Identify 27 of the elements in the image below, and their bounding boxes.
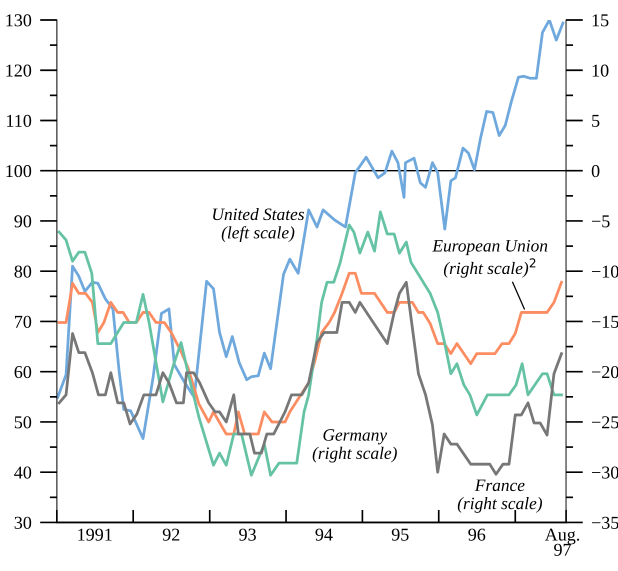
y-tick-label: 70 bbox=[14, 316, 32, 328]
y2-tick-label: 5 bbox=[592, 114, 600, 127]
x-tick-label: 95 bbox=[392, 528, 409, 541]
y-tick-label: 30 bbox=[14, 516, 32, 529]
y2-tick-label: 15 bbox=[592, 14, 608, 26]
y-tick-label: 60 bbox=[14, 366, 32, 378]
y2-tick-label: −5 bbox=[592, 215, 610, 228]
y-tick-label: 100 bbox=[6, 164, 32, 178]
y-tick-label: 120 bbox=[6, 64, 32, 77]
series-label: France (right scale) bbox=[458, 480, 542, 513]
series-label: Germany (right scale) bbox=[312, 429, 397, 463]
y2-tick-label: 0 bbox=[592, 164, 600, 178]
y-tick-label: 110 bbox=[7, 114, 32, 127]
x-tick-label: 96 bbox=[468, 528, 486, 541]
x-tick-label: Aug. 97 bbox=[544, 528, 580, 556]
series-label: United States (left scale) bbox=[213, 208, 304, 242]
y-tick-label: 50 bbox=[14, 416, 32, 428]
series-label: European Union (right scale)$^{2}$ bbox=[432, 240, 548, 278]
x-tick-label: 94 bbox=[315, 528, 333, 541]
x-tick-label: 1991 bbox=[78, 528, 112, 541]
y-tick-label: 40 bbox=[14, 466, 32, 479]
y-tick-label: 80 bbox=[14, 265, 32, 278]
x-tick-label: 92 bbox=[162, 528, 180, 541]
y-tick-label: 90 bbox=[14, 215, 32, 228]
y-tick-label: 130 bbox=[6, 14, 32, 26]
x-tick-label: 93 bbox=[239, 528, 256, 541]
y2-tick-label: 10 bbox=[592, 64, 608, 77]
